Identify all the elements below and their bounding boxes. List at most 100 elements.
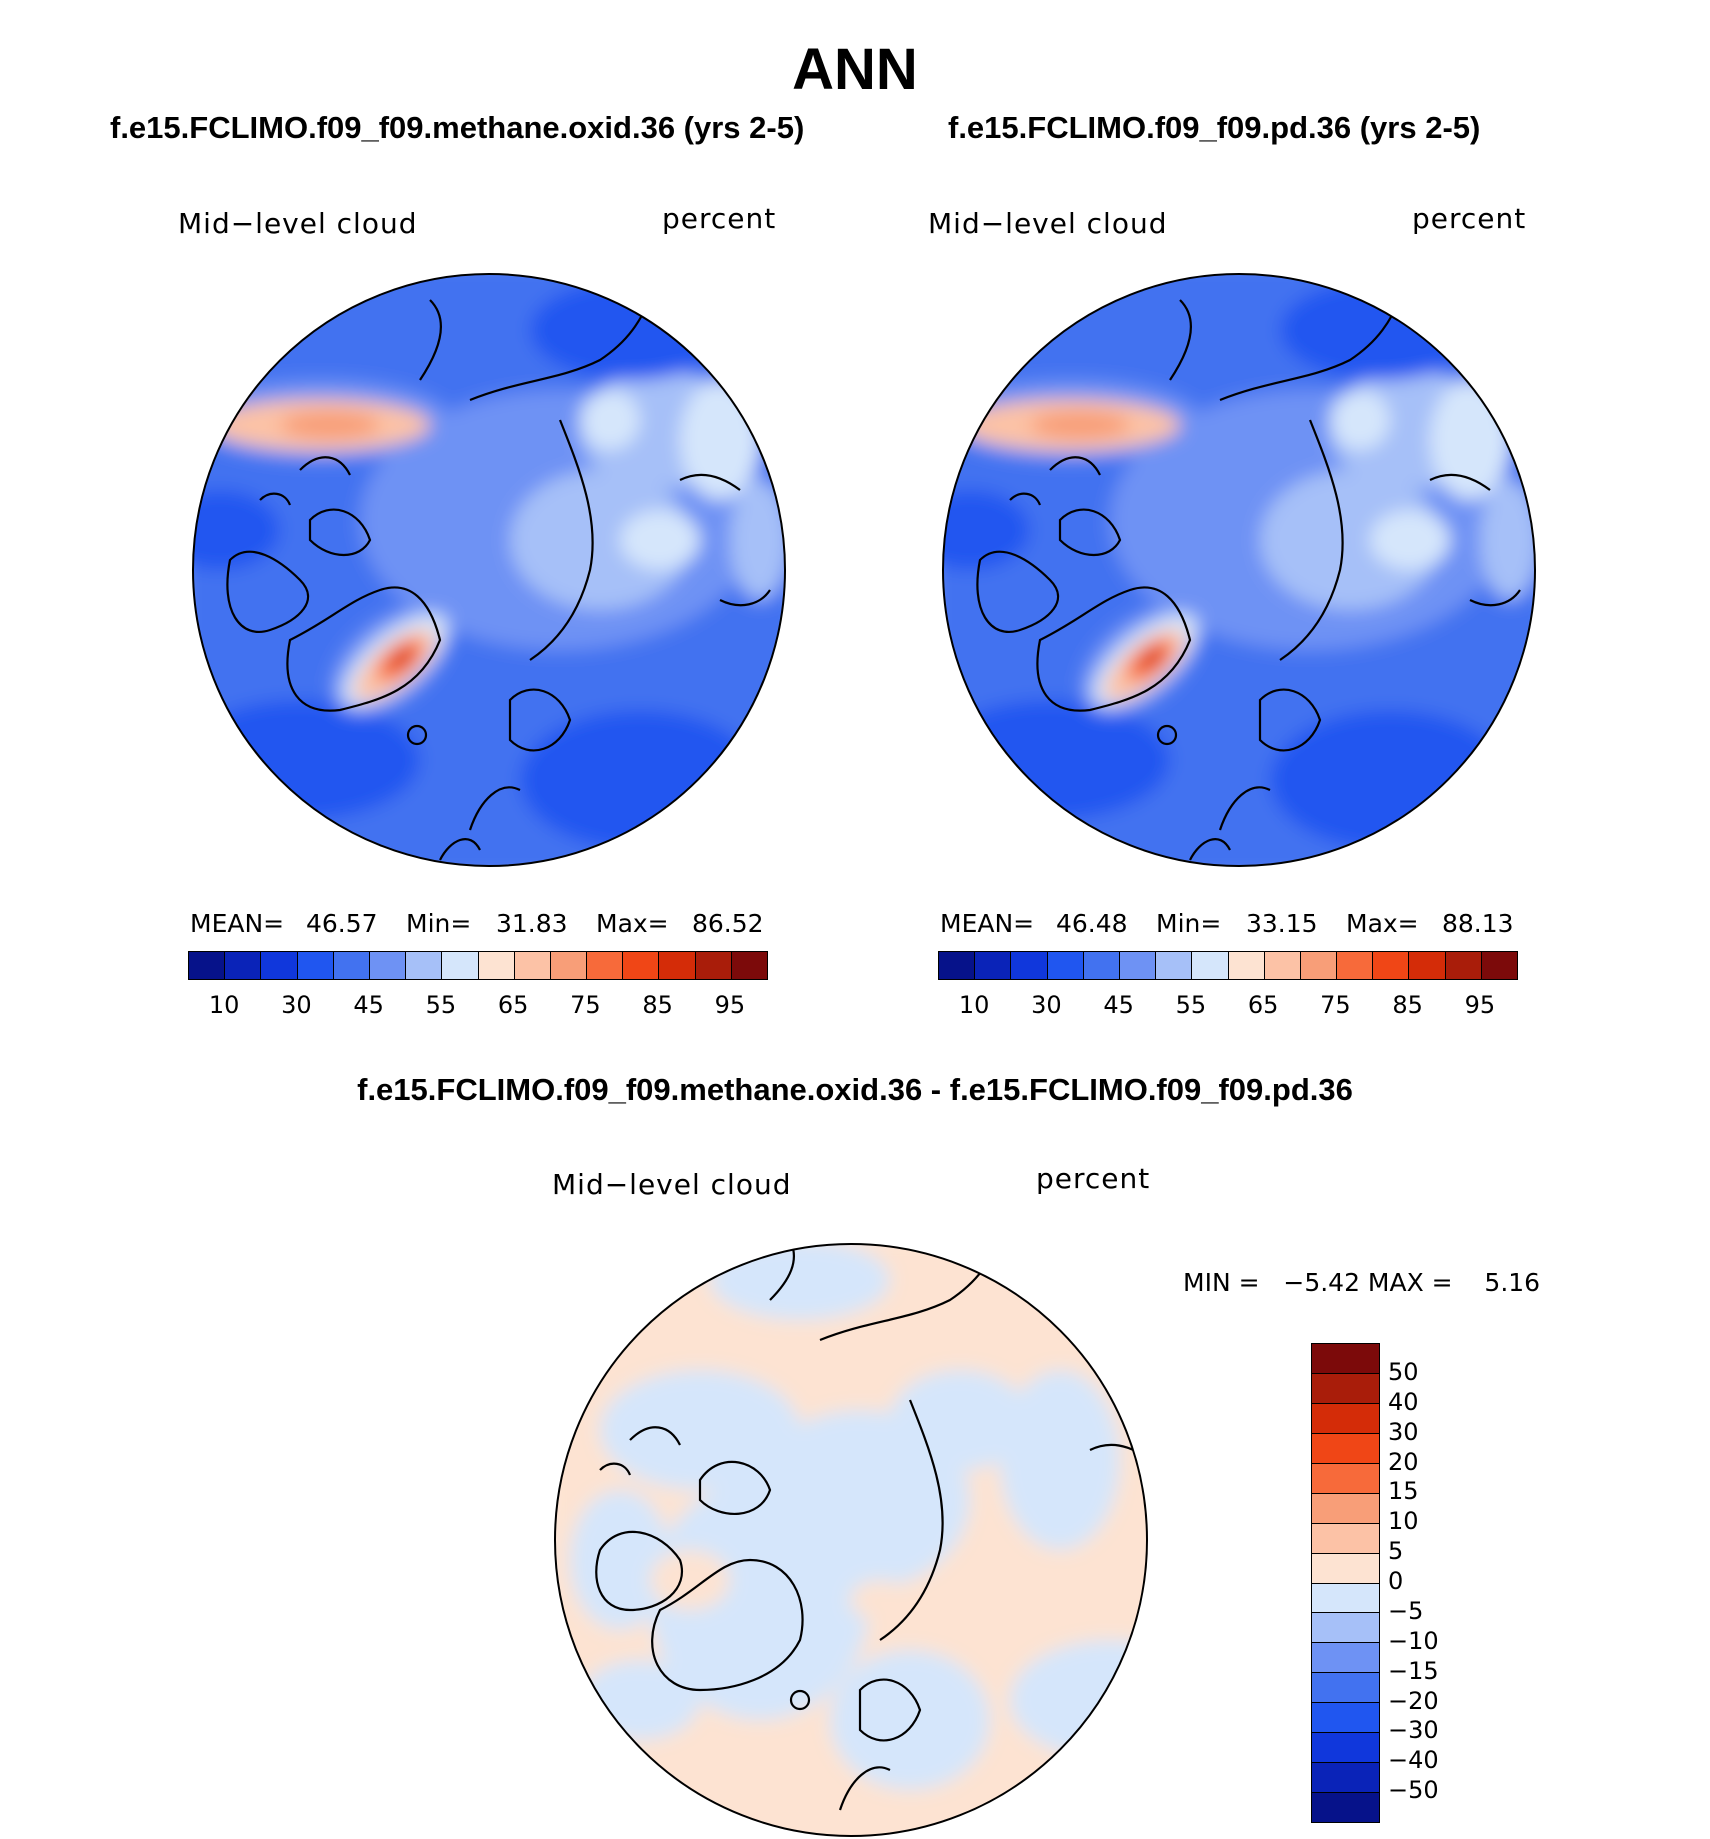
panel-2-polar-map (942, 273, 1536, 867)
colorbar-swatch (225, 952, 262, 979)
panel-1-coastlines (226, 299, 771, 861)
colorbar-tick-label: 65 (1247, 991, 1279, 1019)
panel-1-mean-label: MEAN= (190, 909, 285, 938)
colorbar-swatch (514, 952, 551, 979)
figure-title: ANN (792, 37, 918, 102)
colorbar-tick-label: 65 (497, 991, 529, 1019)
colorbar-swatch (1119, 952, 1157, 979)
colorbar-swatch (1312, 1673, 1379, 1704)
colorbar-swatch (1156, 952, 1193, 979)
colorbar-tick-label: 20 (1388, 1447, 1419, 1476)
colorbar-swatch (1312, 1613, 1379, 1644)
colorbar-swatch (1312, 1643, 1379, 1674)
panel-2-coastlines (976, 299, 1521, 861)
colorbar-tick-label: 75 (570, 991, 601, 1019)
panel-1-units-label: percent (662, 202, 777, 235)
difference-colorbar (1311, 1343, 1380, 1823)
panel-1-min-label: Min= (406, 909, 472, 938)
colorbar-swatch (1312, 1433, 1379, 1464)
colorbar-tick-label: 10 (1388, 1507, 1419, 1536)
panel-2-max-label: Max= (1346, 909, 1419, 938)
colorbar-swatch (1312, 1733, 1379, 1764)
colorbar-tick-label: −5 (1388, 1596, 1424, 1625)
panel-2-title: f.e15.FCLIMO.f09_f09.pd.36 (yrs 2-5) (948, 110, 1481, 145)
colorbar-swatch (695, 952, 732, 979)
difference-variable-label: Mid−level cloud (552, 1168, 792, 1201)
panel-2-mean-value: 46.48 (1056, 909, 1128, 938)
colorbar-swatch (1373, 952, 1410, 979)
colorbar-tick-label: 50 (1388, 1357, 1419, 1386)
colorbar-tick-label: 45 (1103, 991, 1134, 1019)
colorbar-swatch (1312, 1403, 1379, 1434)
colorbar-tick-label: −30 (1388, 1716, 1439, 1745)
colorbar-tick-label: 10 (208, 991, 240, 1019)
colorbar-tick-label: 15 (1388, 1477, 1419, 1506)
colorbar-swatch (1228, 952, 1265, 979)
colorbar-swatch (1312, 1793, 1379, 1822)
colorbar-swatch (1312, 1763, 1379, 1794)
panel-2-colorbar (938, 951, 1518, 980)
colorbar-swatch (406, 952, 443, 979)
difference-title: f.e15.FCLIMO.f09_f09.methane.oxid.36 - f… (357, 1072, 1353, 1107)
colorbar-tick-label: 55 (425, 991, 457, 1019)
colorbar-swatch (1337, 952, 1374, 979)
colorbar-swatch (297, 952, 334, 979)
colorbar-swatch (261, 952, 298, 979)
colorbar-tick-label: 5 (1388, 1537, 1404, 1566)
colorbar-tick-label: −40 (1388, 1746, 1439, 1775)
colorbar-swatch (333, 952, 370, 979)
colorbar-tick-label: 75 (1320, 991, 1351, 1019)
colorbar-tick-label: −15 (1388, 1656, 1439, 1685)
difference-minmax: MIN = −5.42 MAX = 5.16 (1183, 1268, 1541, 1297)
colorbar-tick-label: 45 (353, 991, 384, 1019)
colorbar-swatch (1047, 952, 1084, 979)
colorbar-swatch (1445, 952, 1482, 979)
difference-polar-map (554, 1243, 1148, 1837)
colorbar-swatch (939, 952, 976, 979)
panel-2-units-label: percent (1412, 202, 1527, 235)
colorbar-swatch (1312, 1703, 1379, 1734)
colorbar-tick-label: 30 (1031, 991, 1062, 1019)
colorbar-swatch (1300, 952, 1338, 979)
colorbar-tick-label: −50 (1388, 1776, 1439, 1805)
panel-1-title: f.e15.FCLIMO.f09_f09.methane.oxid.36 (yr… (110, 110, 805, 145)
colorbar-tick-label: 10 (958, 991, 990, 1019)
colorbar-tick-label: 0 (1388, 1567, 1404, 1595)
difference-units-label: percent (1036, 1162, 1151, 1195)
colorbar-swatch (1409, 952, 1446, 979)
panel-1-max-value: 86.52 (692, 909, 764, 938)
colorbar-swatch (550, 952, 588, 979)
colorbar-swatch (1312, 1344, 1379, 1374)
colorbar-swatch (1011, 952, 1048, 979)
panel-2-variable-label: Mid−level cloud (928, 207, 1168, 240)
colorbar-tick-label: 30 (281, 991, 312, 1019)
colorbar-swatch (1312, 1523, 1379, 1554)
colorbar-swatch (1312, 1583, 1379, 1614)
colorbar-swatch (731, 952, 767, 979)
colorbar-swatch (442, 952, 479, 979)
colorbar-swatch (623, 952, 660, 979)
colorbar-tick-label: 40 (1388, 1387, 1419, 1416)
colorbar-tick-label: 30 (1388, 1417, 1419, 1446)
colorbar-tick-label: −10 (1388, 1626, 1439, 1655)
colorbar-swatch (1312, 1373, 1379, 1404)
panel-1-colorbar (188, 951, 768, 980)
colorbar-tick-label: 85 (1392, 991, 1423, 1019)
colorbar-swatch (975, 952, 1012, 979)
panel-2-min-value: 33.15 (1246, 909, 1318, 938)
colorbar-swatch (1312, 1553, 1379, 1584)
panel-1-polar-map (192, 273, 786, 867)
colorbar-swatch (1264, 952, 1301, 979)
panel-2-mean-label: MEAN= (940, 909, 1035, 938)
colorbar-swatch (369, 952, 407, 979)
panel-1-variable-label: Mid−level cloud (178, 207, 418, 240)
colorbar-swatch (1312, 1463, 1379, 1494)
colorbar-swatch (587, 952, 624, 979)
colorbar-swatch (659, 952, 696, 979)
colorbar-tick-label: 55 (1175, 991, 1207, 1019)
panel-1-max-label: Max= (596, 909, 669, 938)
panel-2-min-label: Min= (1156, 909, 1222, 938)
panel-1-min-value: 31.83 (496, 909, 568, 938)
colorbar-tick-label: 85 (642, 991, 673, 1019)
